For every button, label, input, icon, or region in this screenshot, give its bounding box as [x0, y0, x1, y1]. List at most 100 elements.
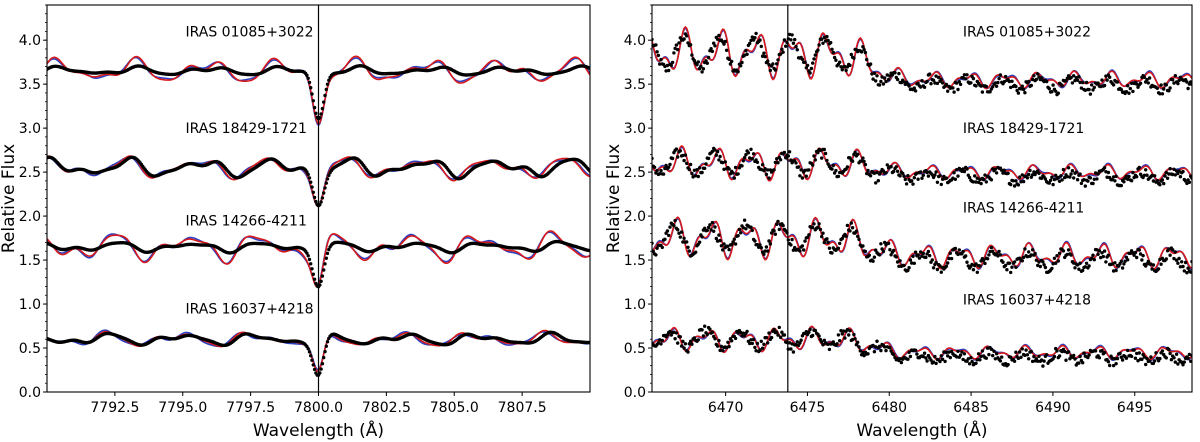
observed-point — [883, 345, 887, 349]
observed-point — [1096, 172, 1100, 176]
observed-point — [1135, 351, 1139, 356]
observed-point — [1003, 263, 1008, 268]
observed-point — [325, 251, 330, 256]
observed-point — [867, 253, 871, 257]
observed-point — [1000, 168, 1004, 172]
observed-point — [1146, 259, 1151, 264]
observed-point — [744, 227, 748, 231]
observed-point — [1057, 354, 1062, 358]
observed-point — [705, 61, 709, 65]
observed-point — [1173, 173, 1178, 177]
observed-point — [1065, 175, 1070, 179]
observed-point — [1052, 177, 1057, 182]
y-tick-label: 0.0 — [19, 385, 41, 401]
observed-point — [989, 245, 994, 250]
observed-point — [816, 225, 820, 229]
observed-point — [994, 84, 999, 89]
observed-point — [323, 262, 327, 266]
observed-point — [859, 50, 864, 54]
observed-point — [1102, 83, 1107, 88]
observed-point — [874, 248, 878, 252]
observed-point — [1105, 78, 1109, 82]
observed-point — [776, 219, 780, 224]
star-label: IRAS 01085+3022 — [185, 24, 313, 40]
observed-point — [1083, 265, 1088, 269]
observed-point — [658, 172, 662, 176]
star-label: IRAS 16037+4218 — [963, 293, 1091, 309]
observed-point — [933, 354, 937, 359]
observed-point — [805, 235, 810, 239]
observed-point — [840, 332, 844, 336]
observed-point — [848, 329, 852, 333]
observed-point — [739, 231, 743, 235]
observed-point — [1082, 351, 1086, 355]
observed-point — [847, 333, 851, 337]
observed-point — [320, 196, 325, 200]
observed-point — [975, 358, 979, 362]
observed-point — [839, 65, 843, 69]
observed-point — [1177, 78, 1181, 83]
observed-point — [762, 252, 766, 256]
observed-point — [306, 347, 310, 351]
observed-point — [658, 338, 662, 342]
observed-point — [1126, 348, 1130, 353]
observed-point — [1065, 76, 1070, 81]
observed-point — [899, 360, 904, 365]
observed-point — [767, 62, 771, 67]
observed-point — [763, 167, 767, 171]
observed-point — [979, 84, 983, 88]
observed-point — [654, 253, 658, 257]
observed-point — [800, 57, 805, 61]
observed-point — [811, 61, 815, 65]
observed-point — [850, 159, 855, 163]
observed-point — [679, 230, 684, 234]
observed-point — [1177, 256, 1181, 261]
observed-point — [759, 339, 763, 343]
observed-point — [712, 41, 716, 45]
y-tick-label: 4.0 — [19, 33, 41, 49]
observed-point — [1104, 260, 1108, 264]
observed-point — [766, 341, 770, 345]
observed-point — [1054, 173, 1058, 177]
observed-point — [760, 346, 765, 350]
observed-point — [1084, 80, 1089, 85]
observed-point — [782, 333, 787, 337]
observed-point — [1082, 178, 1086, 182]
observed-point — [944, 82, 949, 87]
observed-point — [1066, 74, 1071, 78]
observed-point — [1055, 254, 1059, 258]
observed-point — [1027, 250, 1031, 254]
observed-point — [1079, 86, 1084, 90]
observed-point — [938, 359, 942, 364]
observed-point — [688, 339, 693, 343]
x-tick-label: 7800.0 — [294, 400, 343, 416]
observed-point — [1021, 179, 1026, 184]
observed-point — [906, 268, 910, 273]
observed-point — [1055, 349, 1059, 353]
observed-point — [1023, 247, 1027, 251]
observed-point — [916, 81, 920, 86]
observed-point — [717, 338, 721, 343]
observed-point — [883, 76, 887, 80]
observed-point — [895, 77, 900, 82]
observed-point — [668, 329, 672, 334]
observed-point — [749, 225, 753, 229]
observed-points-2 — [47, 239, 590, 289]
observed-point — [907, 84, 911, 88]
observed-point — [1083, 88, 1088, 93]
observed-point — [974, 262, 978, 266]
observed-point — [1011, 179, 1015, 183]
observed-point — [835, 342, 839, 346]
observed-point — [1032, 74, 1036, 78]
observed-point — [1131, 89, 1135, 94]
observed-point — [928, 253, 932, 258]
observed-point — [773, 232, 778, 236]
observed-point — [834, 168, 838, 173]
star-label: IRAS 14266-4211 — [963, 200, 1084, 216]
observed-point — [776, 333, 780, 337]
observed-point — [1092, 85, 1097, 90]
observed-point — [1129, 179, 1134, 183]
observed-point — [794, 343, 798, 347]
observed-point — [784, 156, 788, 160]
observed-point — [311, 190, 315, 194]
